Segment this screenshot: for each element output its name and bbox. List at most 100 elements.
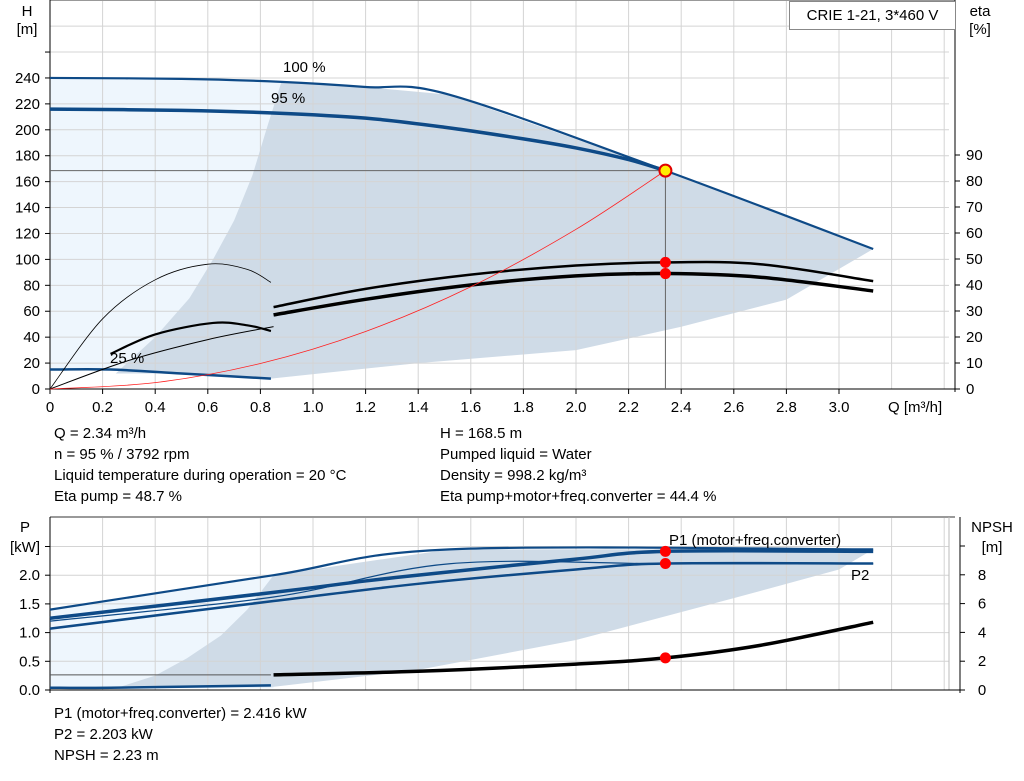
p1-duty-point <box>659 545 671 557</box>
y-tick-label: 60 <box>23 303 40 320</box>
efficiency-curve <box>273 271 874 317</box>
info-top-right: H = 168.5 m Pumped liquid = Water Densit… <box>440 423 716 507</box>
product-title-box: CRIE 1-21, 3*460 V <box>789 1 956 30</box>
x-tick-label: 3.0 <box>829 399 850 416</box>
x-tick-label: 1.2 <box>355 399 376 416</box>
info-top-left: Q = 2.34 m³/h n = 95 % / 3792 rpm Liquid… <box>54 423 346 507</box>
y-axis-label: P <box>20 519 30 536</box>
eta-total-point <box>659 268 671 280</box>
info-p1: P1 (motor+freq.converter) = 2.416 kW <box>54 705 307 722</box>
info-density: Density = 998.2 kg/m³ <box>440 467 587 484</box>
y-tick-label: 100 <box>15 251 40 268</box>
power-curve <box>49 561 874 630</box>
y-tick-label: 20 <box>23 355 40 372</box>
x-tick-label: 1.0 <box>303 399 324 416</box>
x-tick-label: 0.2 <box>92 399 113 416</box>
head-curve <box>49 368 271 380</box>
info-p2: P2 = 2.203 kW <box>54 726 153 743</box>
npsh-duty-point <box>659 652 671 664</box>
y-tick-label: 80 <box>23 277 40 294</box>
y2-tick-label: 4 <box>978 624 986 641</box>
y2-tick-label: 8 <box>978 567 986 584</box>
info-bottom: P1 (motor+freq.converter) = 2.416 kW P2 … <box>54 703 307 766</box>
x-tick-label: 2.8 <box>776 399 797 416</box>
info-head: H = 168.5 m <box>440 425 523 442</box>
x-tick-label: 0.4 <box>145 399 166 416</box>
power-curve <box>49 546 874 611</box>
y-tick-label: 2.0 <box>19 567 40 584</box>
y2-tick-label: 20 <box>966 329 983 346</box>
info-flow: Q = 2.34 m³/h <box>54 425 147 442</box>
y-tick-label: 140 <box>15 200 40 217</box>
x-tick-label: 2.2 <box>618 399 639 416</box>
y2-tick-label: 90 <box>966 147 983 164</box>
y2-tick-label: 6 <box>978 596 986 613</box>
y2-tick-label: 2 <box>978 653 986 670</box>
info-speed: n = 95 % / 3792 rpm <box>54 446 190 463</box>
info-npsh: NPSH = 2.23 m <box>54 747 159 764</box>
x-tick-label: 2.4 <box>671 399 692 416</box>
y-axis-label: H <box>22 3 33 20</box>
x-tick-label: 1.8 <box>513 399 534 416</box>
y-tick-label: 220 <box>15 96 40 113</box>
p2-curve-label: P2 <box>851 567 869 584</box>
y2-tick-label: 50 <box>966 251 983 268</box>
x-tick-label: 0 <box>46 399 54 416</box>
y-tick-label: 240 <box>15 70 40 87</box>
speed-label-95: 95 % <box>271 90 305 107</box>
duty-point <box>658 163 673 178</box>
info-eta-pump: Eta pump = 48.7 % <box>54 488 182 505</box>
info-liquid: Pumped liquid = Water <box>440 446 592 463</box>
power-curve <box>49 548 874 620</box>
power-curve <box>49 684 271 690</box>
y2-tick-label: 80 <box>966 173 983 190</box>
y2-tick-label: 0 <box>978 682 986 699</box>
y-tick-label: 0.5 <box>19 653 40 670</box>
system-curve <box>49 170 666 390</box>
eta-pump-point <box>659 256 671 268</box>
y-tick-label: 1.5 <box>19 596 40 613</box>
head-curve <box>49 107 666 173</box>
info-eta-total: Eta pump+motor+freq.converter = 44.4 % <box>440 488 717 505</box>
x-tick-label: 1.6 <box>460 399 481 416</box>
efficiency-curve <box>110 321 272 355</box>
y2-tick-label: 10 <box>966 355 983 372</box>
p1-curve-label: P1 (motor+freq.converter) <box>669 532 841 549</box>
x-axis-label: Q [m³/h] <box>888 399 942 416</box>
operating-area-bottom <box>115 549 874 689</box>
y2-axis-label: NPSH <box>971 519 1013 536</box>
x-tick-label: 1.4 <box>408 399 429 416</box>
y2-axis-unit: [%] <box>969 21 991 38</box>
info-temperature: Liquid temperature during operation = 20… <box>54 467 347 484</box>
y-tick-label: 200 <box>15 122 40 139</box>
y2-axis-unit: [m] <box>982 539 1003 556</box>
y2-tick-label: 30 <box>966 303 983 320</box>
y-axis-unit: [kW] <box>10 539 40 556</box>
y-tick-label: 160 <box>15 174 40 191</box>
x-tick-label: 2.0 <box>566 399 587 416</box>
efficiency-curve <box>49 263 272 390</box>
y2-axis-label: eta <box>970 3 992 20</box>
x-tick-label: 2.6 <box>723 399 744 416</box>
y2-tick-label: 40 <box>966 277 983 294</box>
y-tick-label: 0.0 <box>19 682 40 699</box>
y-axis-unit: [m] <box>17 21 38 38</box>
y-tick-label: 40 <box>23 329 40 346</box>
y2-tick-label: 0 <box>966 381 974 398</box>
x-tick-label: 0.6 <box>197 399 218 416</box>
speed-label-25: 25 % <box>110 350 144 367</box>
x-tick-label: 0.8 <box>250 399 271 416</box>
y2-tick-label: 60 <box>966 225 983 242</box>
y-tick-label: 1.0 <box>19 625 40 642</box>
head-curve <box>49 76 874 251</box>
efficiency-curve <box>273 260 874 309</box>
p2-duty-point <box>659 558 671 570</box>
efficiency-curve <box>49 326 274 390</box>
y-tick-label: 0 <box>32 381 40 398</box>
y-tick-label: 120 <box>15 225 40 242</box>
speed-label-100: 100 % <box>283 59 326 76</box>
npsh-curve <box>273 620 874 677</box>
y2-tick-label: 70 <box>966 199 983 216</box>
